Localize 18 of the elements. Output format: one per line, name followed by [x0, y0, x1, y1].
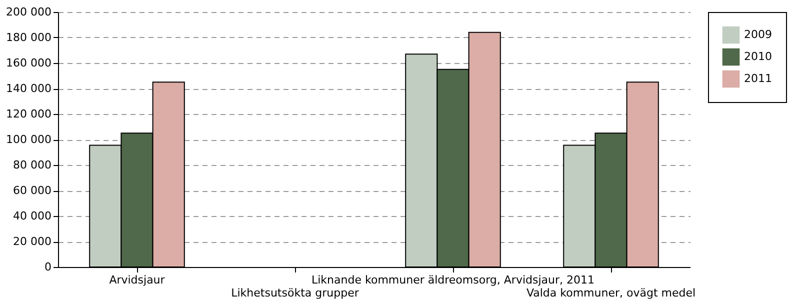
legend-label: 2011: [744, 72, 772, 85]
y-tick-label: 60 000: [13, 184, 52, 197]
x-tick-label: Likhetsutsökta grupper: [231, 286, 360, 300]
x-tick-label: Liknande kommuner äldreomsorg, Arvidsjaur, 2011: [312, 274, 594, 286]
legend-label: 2009: [744, 28, 772, 41]
y-tick-label: 160 000: [6, 56, 52, 70]
x-tick-label: Valda kommuner, ovägt medel: [526, 286, 696, 300]
y-tick-label: 80 000: [13, 158, 52, 172]
y-tick-label: 100 000: [6, 133, 52, 146]
y-tick-label: 200 000: [6, 6, 52, 18]
y-tick-label: 40 000: [13, 210, 52, 222]
y-tick-label: 20 000: [13, 235, 52, 248]
legend-label: 2010: [744, 50, 772, 63]
y-tick-label: 120 000: [6, 108, 52, 120]
y-tick-label: 140 000: [6, 82, 52, 95]
x-tick-label: Arvidsjaur: [109, 274, 166, 286]
y-tick-label: 0: [44, 260, 52, 274]
y-tick-label: 180 000: [6, 31, 52, 44]
